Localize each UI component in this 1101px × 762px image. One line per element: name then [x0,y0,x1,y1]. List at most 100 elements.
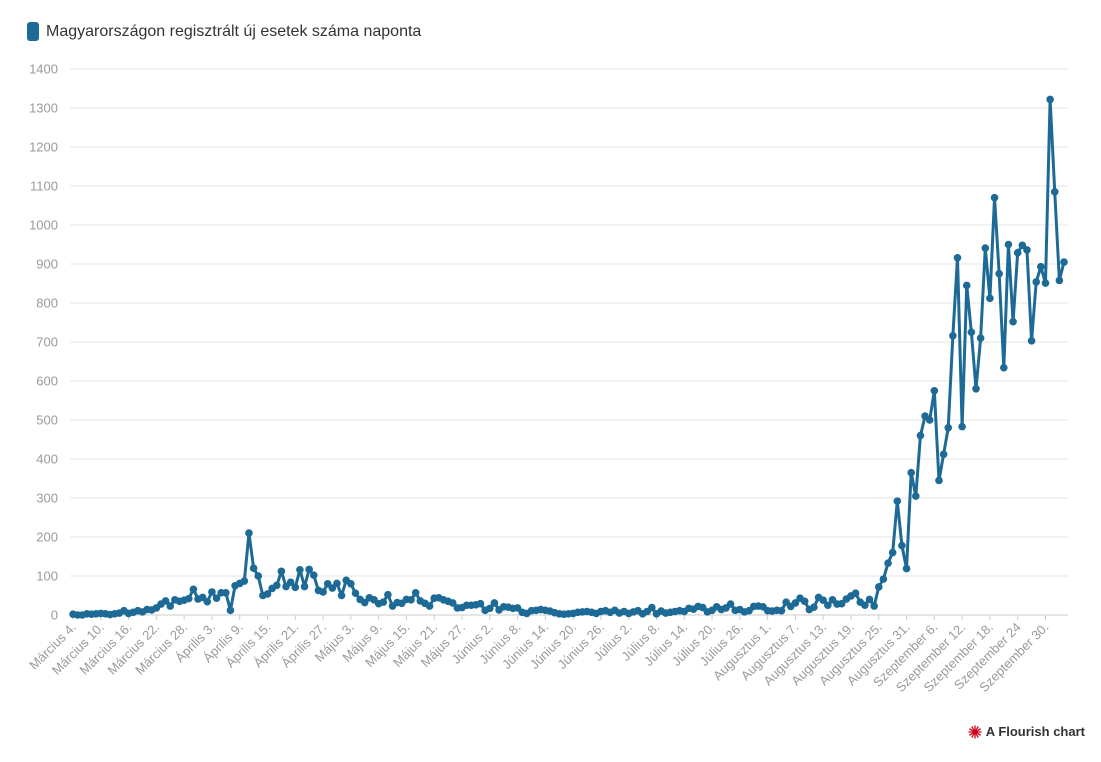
data-point[interactable] [166,602,175,610]
data-point[interactable] [800,597,809,606]
data-point[interactable] [958,422,966,431]
data-point[interactable] [898,541,906,550]
data-point[interactable] [981,244,990,252]
data-point[interactable] [874,583,883,591]
data-point[interactable] [407,595,415,604]
data-point[interactable] [245,529,253,537]
data-point[interactable] [819,596,827,604]
y-axis: 0 100 200 300 400 500 600 700 800 900 1000 1100 1200… [29,62,58,623]
data-point[interactable] [1032,278,1041,286]
data-point[interactable] [291,583,300,592]
data-point[interactable] [990,193,999,202]
data-point[interactable] [254,572,263,580]
data-point[interactable] [1055,276,1064,285]
data-point[interactable] [208,588,216,596]
data-point[interactable] [379,598,388,606]
data-point[interactable] [425,602,434,610]
data-point[interactable] [870,602,878,610]
data-point[interactable] [824,601,832,610]
data-point[interactable] [925,416,934,424]
data-point[interactable] [490,599,499,607]
data-point[interactable] [184,594,193,603]
data-point[interactable] [851,589,860,597]
data-point[interactable] [1018,241,1027,250]
y-tick-label: 800 [36,296,58,311]
data-point[interactable] [726,600,735,608]
data-point[interactable] [976,334,985,342]
data-point[interactable] [189,585,198,594]
data-point[interactable] [222,588,230,597]
data-point[interactable] [300,582,309,591]
data-point[interactable] [296,565,304,574]
data-point[interactable] [935,476,943,485]
data-point[interactable] [203,597,212,606]
data-point[interactable] [944,424,953,432]
data-point[interactable] [648,603,656,612]
data-point[interactable] [962,281,971,290]
data-point[interactable] [865,595,874,604]
data-point[interactable] [939,450,948,459]
data-point[interactable] [777,606,786,615]
data-point[interactable] [1050,188,1059,196]
grid [70,68,1068,616]
data-point[interactable] [328,584,337,592]
data-point[interactable] [1041,279,1050,287]
data-point[interactable] [226,606,235,615]
data-point[interactable] [249,564,258,572]
data-point[interactable] [902,564,911,573]
flourish-credit[interactable]: A Flourish chart [968,724,1085,739]
data-point[interactable] [967,328,976,337]
data-point[interactable] [319,588,327,596]
data-point[interactable] [1027,337,1036,345]
data-point[interactable] [930,386,939,395]
data-point[interactable] [995,269,1003,278]
data-point[interactable] [791,599,800,607]
data-point[interactable] [916,431,925,440]
data-point[interactable] [1046,95,1054,104]
data-point[interactable] [351,589,360,597]
data-point[interactable] [972,385,980,393]
data-point[interactable] [337,591,346,600]
data-point[interactable] [305,565,313,574]
data-point[interactable] [861,601,869,610]
data-point[interactable] [384,590,392,599]
data-point[interactable] [879,575,888,583]
y-tick-label: 700 [36,335,58,350]
data-point[interactable] [333,579,341,588]
data-point[interactable] [360,598,369,607]
data-point[interactable] [953,253,962,262]
data-point[interactable] [837,599,846,608]
data-point[interactable] [212,594,221,603]
legend[interactable]: Magyarországon regisztrált új esetek szá… [27,22,421,41]
data-point[interactable] [272,581,281,590]
data-point[interactable] [1004,240,1013,249]
data-point[interactable] [907,468,915,477]
data-point[interactable] [277,567,286,576]
data-point[interactable] [1009,317,1017,326]
data-point[interactable] [485,604,494,613]
data-point[interactable] [161,597,170,605]
data-point[interactable] [949,331,957,340]
data-point[interactable] [347,580,355,588]
data-point[interactable] [263,590,272,598]
y-tick-label: 1000 [29,218,58,233]
data-point[interactable] [411,588,420,597]
data-point[interactable] [286,578,295,587]
data-point[interactable] [893,497,902,505]
y-tick-label: 0 [51,608,58,623]
data-point[interactable] [1013,248,1022,257]
data-point[interactable] [476,599,485,608]
data-point[interactable] [884,559,892,567]
data-point[interactable] [240,577,249,585]
data-point[interactable] [1037,262,1045,271]
data-point[interactable] [986,294,994,303]
data-point[interactable] [310,571,318,580]
data-point[interactable] [810,603,818,611]
data-point[interactable] [1000,363,1008,372]
data-point[interactable] [1060,258,1068,266]
data-point[interactable] [1023,246,1031,254]
data-point[interactable] [888,548,897,557]
data-point[interactable] [912,492,920,500]
data-point[interactable] [448,599,457,607]
